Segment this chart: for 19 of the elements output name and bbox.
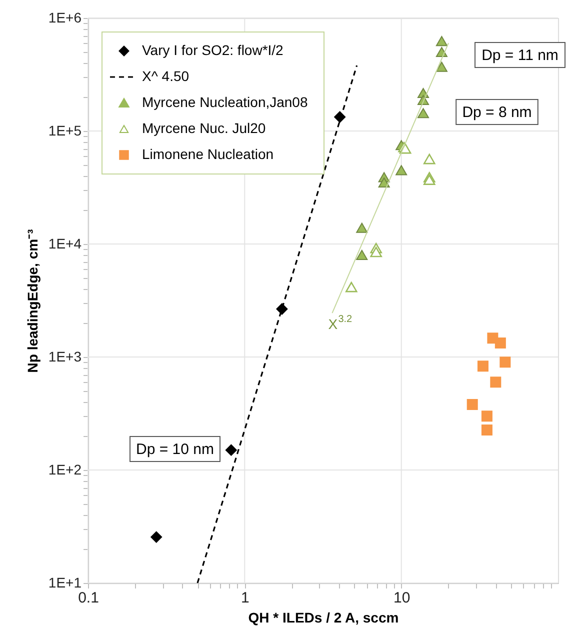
annotation: Dp = 10 nm <box>136 441 214 458</box>
legend-label: X^ 4.50 <box>142 68 190 84</box>
y-tick-label: 1E+6 <box>48 10 82 26</box>
legend-label: Limonene Nucleation <box>142 146 274 162</box>
legend-label: Vary I for SO2: flow*I/2 <box>142 42 284 58</box>
annotation: Dp = 8 nm <box>462 104 532 121</box>
x-tick-label: 10 <box>393 590 410 606</box>
x-axis-title: QH * ILEDs / 2 A, sccm <box>248 610 399 626</box>
y-tick-label: 1E+4 <box>48 236 82 252</box>
legend-label: Myrcene Nucleation,Jan08 <box>142 94 308 110</box>
legend-label: Myrcene Nuc. Jul20 <box>142 120 266 136</box>
y-tick-label: 1E+1 <box>48 574 82 590</box>
y-axis-title: Np leadingEdge, cm⁻³ <box>24 228 40 373</box>
y-tick-label: 1E+3 <box>48 348 82 364</box>
annotation: Dp = 11 nm <box>482 47 558 64</box>
y-tick-label: 1E+2 <box>48 462 82 478</box>
x-tick-label: 0.1 <box>78 590 99 606</box>
y-tick-label: 1E+5 <box>48 122 82 138</box>
x-tick-label: 1 <box>240 590 250 606</box>
